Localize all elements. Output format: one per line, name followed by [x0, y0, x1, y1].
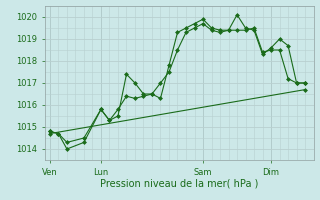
- X-axis label: Pression niveau de la mer( hPa ): Pression niveau de la mer( hPa ): [100, 178, 258, 188]
